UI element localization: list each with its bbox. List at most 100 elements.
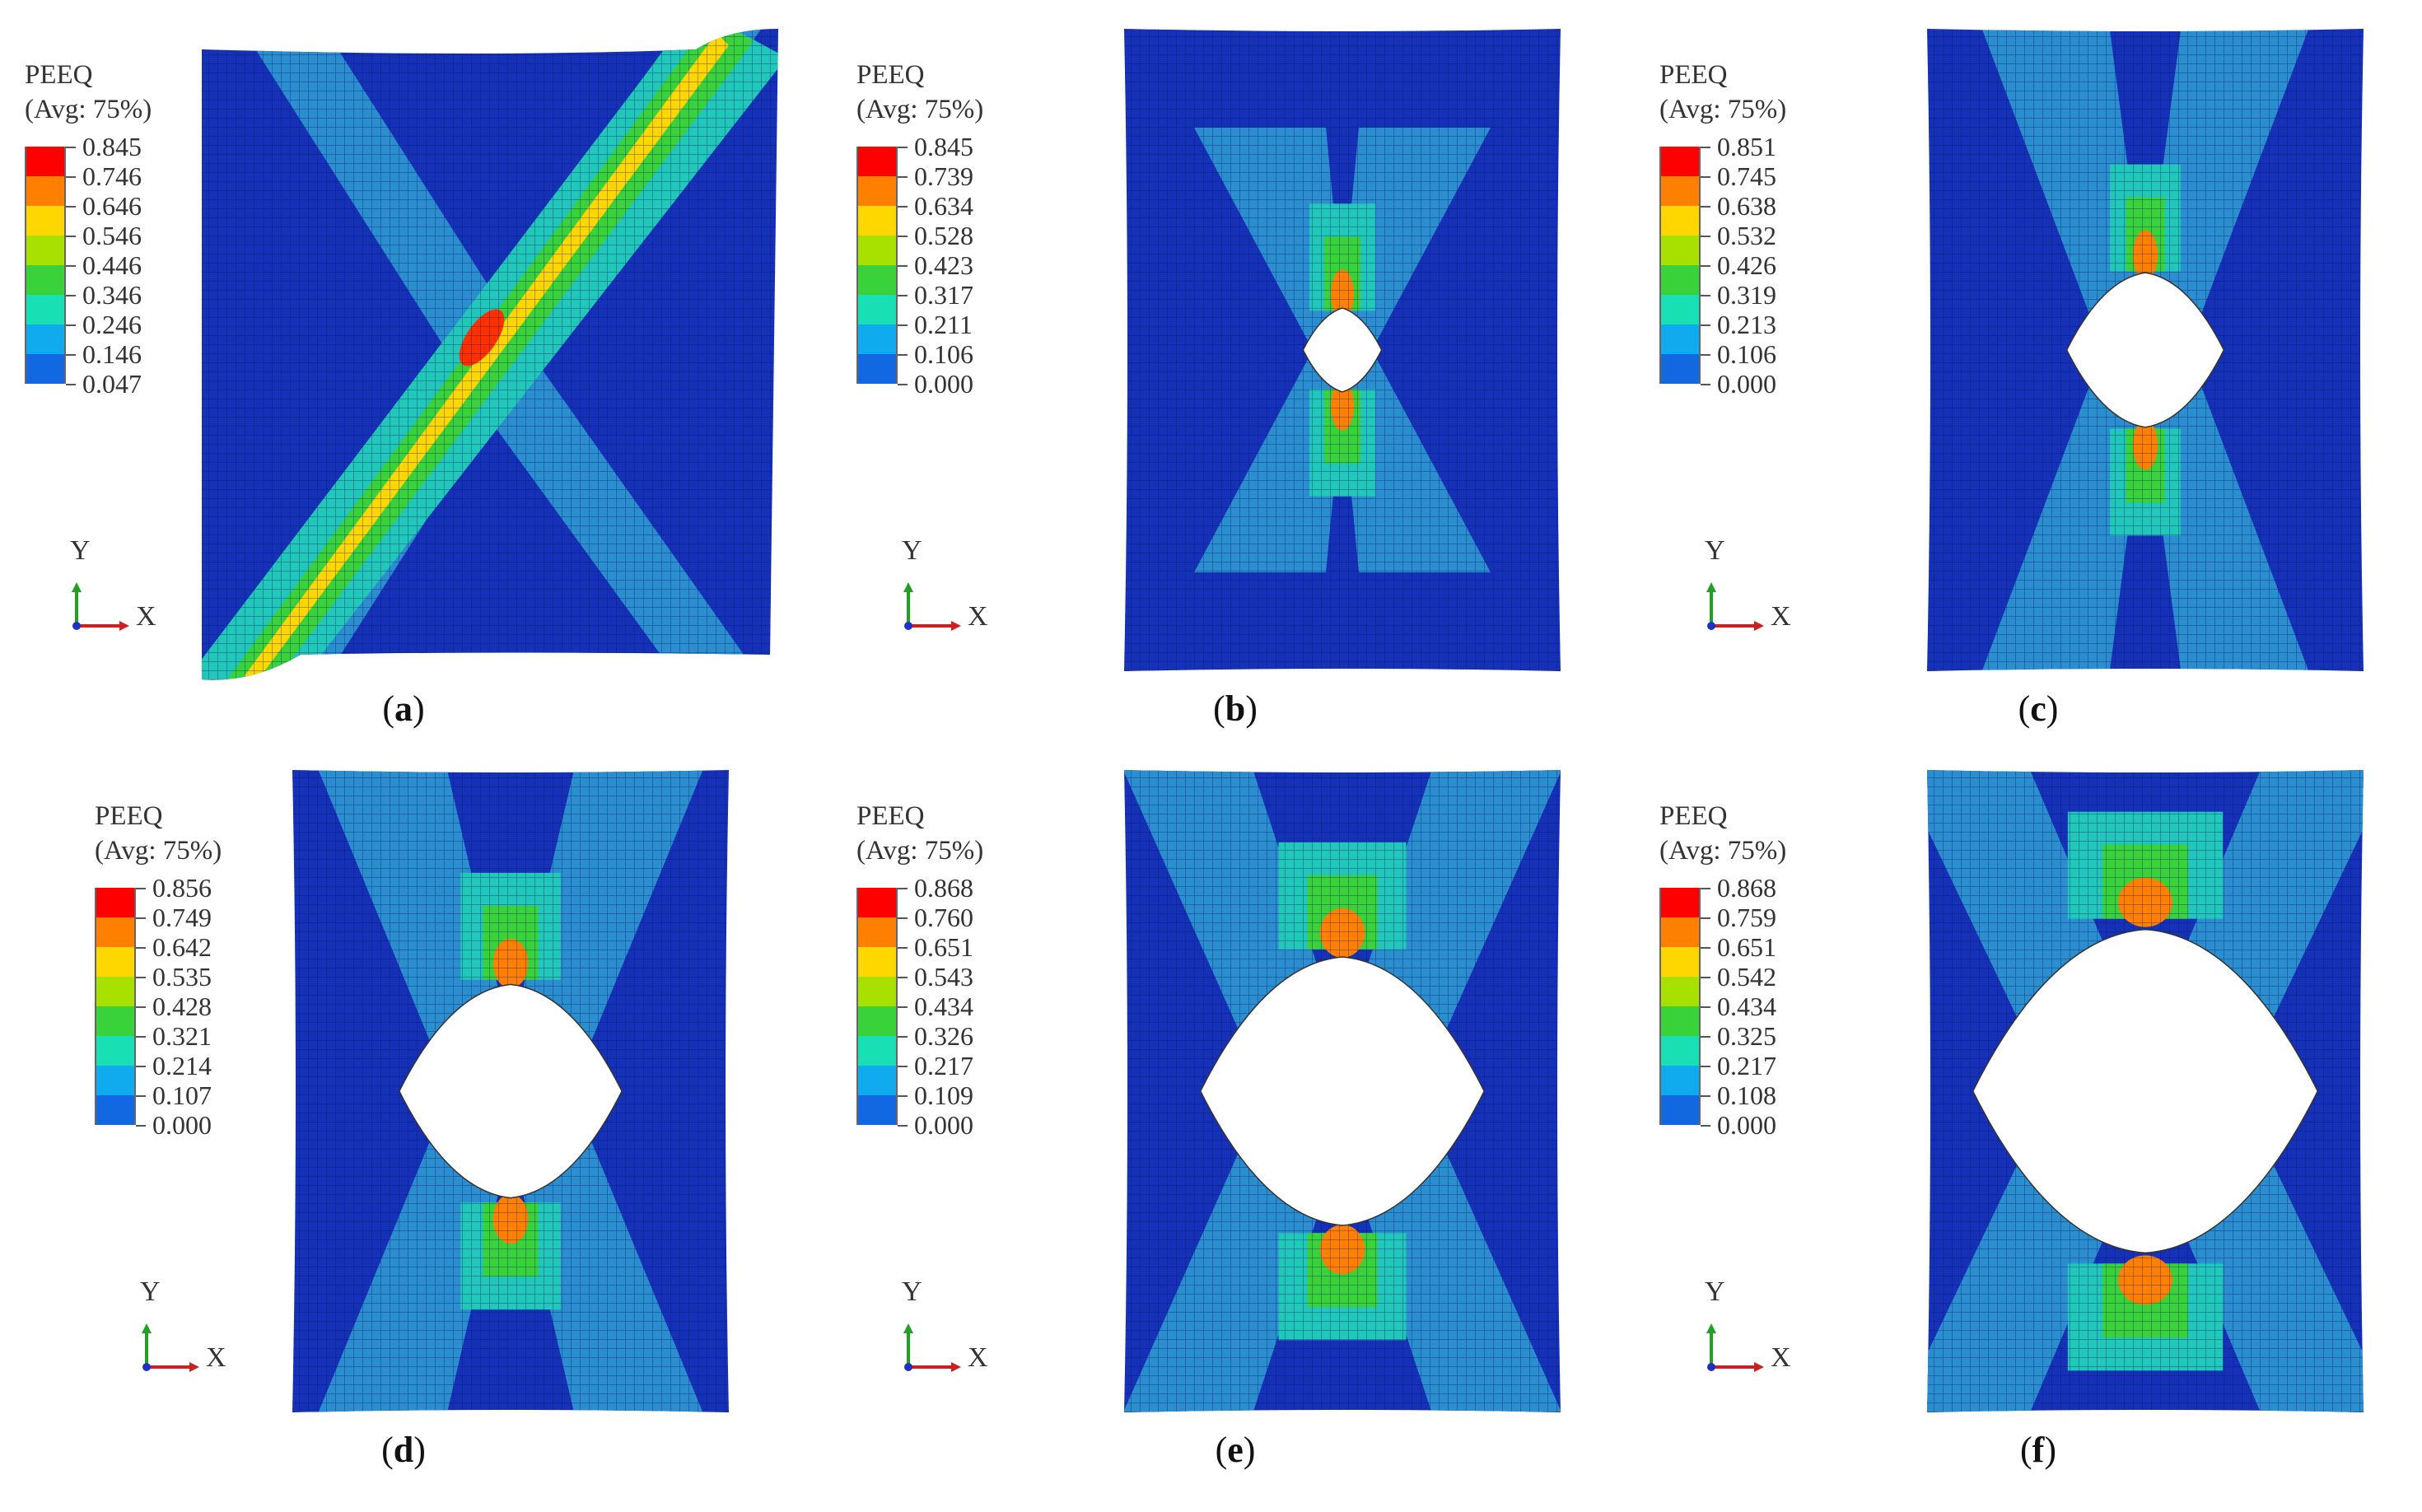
legend-swatch — [25, 324, 66, 354]
legend-tick — [136, 888, 146, 889]
legend-scale: 0.868 0.760 0.651 0.543 0.434 0.326 0.217 0.109… — [856, 873, 1071, 1140]
panel-caption-letter: f — [2032, 1430, 2045, 1470]
legend-value: 0.845 — [914, 132, 973, 161]
legend-tick — [1701, 206, 1710, 208]
legend-swatch — [1659, 1036, 1701, 1066]
legend-tick — [1701, 147, 1710, 148]
legend-value: 0.000 — [152, 1110, 212, 1140]
legend-swatch — [1659, 977, 1701, 1006]
legend-swatch — [856, 206, 898, 236]
legend-tick — [898, 947, 908, 949]
legend-swatch — [1659, 324, 1701, 354]
legend-value: 0.319 — [1717, 280, 1776, 310]
legend-value: 0.213 — [1717, 310, 1776, 339]
legend-subtitle: (Avg: 75%) — [1659, 836, 1787, 866]
contour-plot — [1124, 770, 1561, 1412]
legend-swatch — [856, 236, 898, 265]
legend-tick — [66, 147, 76, 148]
legend-tick — [1701, 947, 1710, 949]
contour-plot — [1927, 29, 2364, 671]
legend-scale: 0.868 0.759 0.651 0.542 0.434 0.325 0.217 0.108… — [1659, 873, 1874, 1140]
legend-swatch — [856, 1066, 898, 1095]
axis-triad-icon — [1706, 582, 1764, 631]
legend-value: 0.528 — [914, 221, 973, 250]
legend-swatch — [95, 977, 136, 1006]
legend-tick — [898, 176, 908, 178]
legend-tick — [1701, 888, 1710, 889]
axis-y-label: Y — [902, 1276, 922, 1307]
legend-swatch — [856, 354, 898, 384]
legend-tick — [1701, 1066, 1710, 1067]
legend-value: 0.651 — [914, 932, 973, 962]
legend-swatch — [25, 206, 66, 236]
legend-swatch — [95, 888, 136, 917]
contour-legend: PEEQ (Avg: 75%) 0.851 0.745 0.638 0.532 0.426 0… — [1659, 58, 1874, 399]
axis-triad-icon — [903, 1323, 961, 1372]
legend-value: 0.535 — [152, 962, 212, 992]
legend-tick — [898, 888, 908, 889]
legend-value: 0.434 — [914, 992, 973, 1021]
legend-swatch — [95, 1036, 136, 1066]
legend-value: 0.428 — [152, 992, 212, 1021]
legend-tick — [66, 324, 76, 326]
legend-tick — [136, 1036, 146, 1038]
legend-value: 0.434 — [1717, 992, 1776, 1021]
legend-value: 0.108 — [1717, 1080, 1776, 1110]
legend-tick — [136, 977, 146, 978]
panel-caption: (f) — [2020, 1430, 2056, 1470]
legend-swatch — [856, 977, 898, 1006]
legend-tick — [898, 1095, 908, 1097]
legend-value: 0.106 — [1717, 339, 1776, 369]
legend-swatch — [25, 265, 66, 295]
legend-tick — [1701, 1006, 1710, 1008]
legend-scale: 0.851 0.745 0.638 0.532 0.426 0.319 0.213 0.106… — [1659, 132, 1874, 399]
legend-swatch — [25, 176, 66, 206]
legend-swatch — [95, 1066, 136, 1095]
legend-tick — [898, 977, 908, 978]
legend-tick — [1701, 1125, 1710, 1127]
contour-plot — [1927, 770, 2364, 1412]
axis-triad-icon — [142, 1323, 199, 1372]
legend-tick — [898, 265, 908, 267]
legend-value: 0.651 — [1717, 932, 1776, 962]
axis-x-label: X — [968, 1342, 988, 1373]
legend-swatch — [1659, 947, 1701, 977]
legend-swatch — [856, 888, 898, 917]
legend-value: 0.746 — [82, 161, 142, 191]
legend-tick — [1701, 1095, 1710, 1097]
contour-plot — [292, 770, 729, 1412]
contour-plot — [1124, 29, 1561, 671]
legend-value: 0.642 — [152, 932, 212, 962]
panel-caption: (b) — [1213, 688, 1258, 729]
legend-tick — [898, 1036, 908, 1038]
legend-tick — [898, 236, 908, 237]
legend-value: 0.109 — [914, 1080, 973, 1110]
panel-a: PEEQ (Avg: 75%) 0.845 0.746 0.646 0.546 0.446 0… — [0, 0, 807, 756]
legend-value: 0.543 — [914, 962, 973, 992]
legend-scale: 0.845 0.739 0.634 0.528 0.423 0.317 0.211 0.106… — [856, 132, 1071, 399]
legend-tick — [136, 917, 146, 919]
panel-c: PEEQ (Avg: 75%) 0.851 0.745 0.638 0.532 0.426 0… — [1635, 0, 2422, 756]
panel-caption-letter: c — [2030, 688, 2046, 729]
legend-swatch — [1659, 354, 1701, 384]
legend-tick — [898, 354, 908, 356]
panel-caption: (a) — [382, 688, 425, 729]
panel-caption: (c) — [2018, 688, 2059, 729]
legend-value: 0.000 — [914, 369, 973, 399]
panel-d: PEEQ (Avg: 75%) 0.856 0.749 0.642 0.535 0.428 0… — [0, 741, 807, 1497]
legend-value: 0.346 — [82, 280, 142, 310]
legend-value: 0.446 — [82, 250, 142, 280]
legend-tick — [1701, 236, 1710, 237]
legend-tick — [1701, 917, 1710, 919]
legend-value: 0.000 — [1717, 369, 1776, 399]
legend-value: 0.638 — [1717, 191, 1776, 221]
legend-swatch — [1659, 888, 1701, 917]
legend-value: 0.000 — [1717, 1110, 1776, 1140]
legend-value: 0.217 — [914, 1051, 973, 1080]
axis-x-label: X — [968, 601, 988, 632]
panel-caption-letter: e — [1227, 1430, 1244, 1470]
legend-scale: 0.856 0.749 0.642 0.535 0.428 0.321 0.214 0.107… — [95, 873, 309, 1140]
axis-y-label: Y — [1705, 535, 1725, 566]
legend-value: 0.749 — [152, 903, 212, 932]
axis-x-label: X — [206, 1342, 226, 1373]
